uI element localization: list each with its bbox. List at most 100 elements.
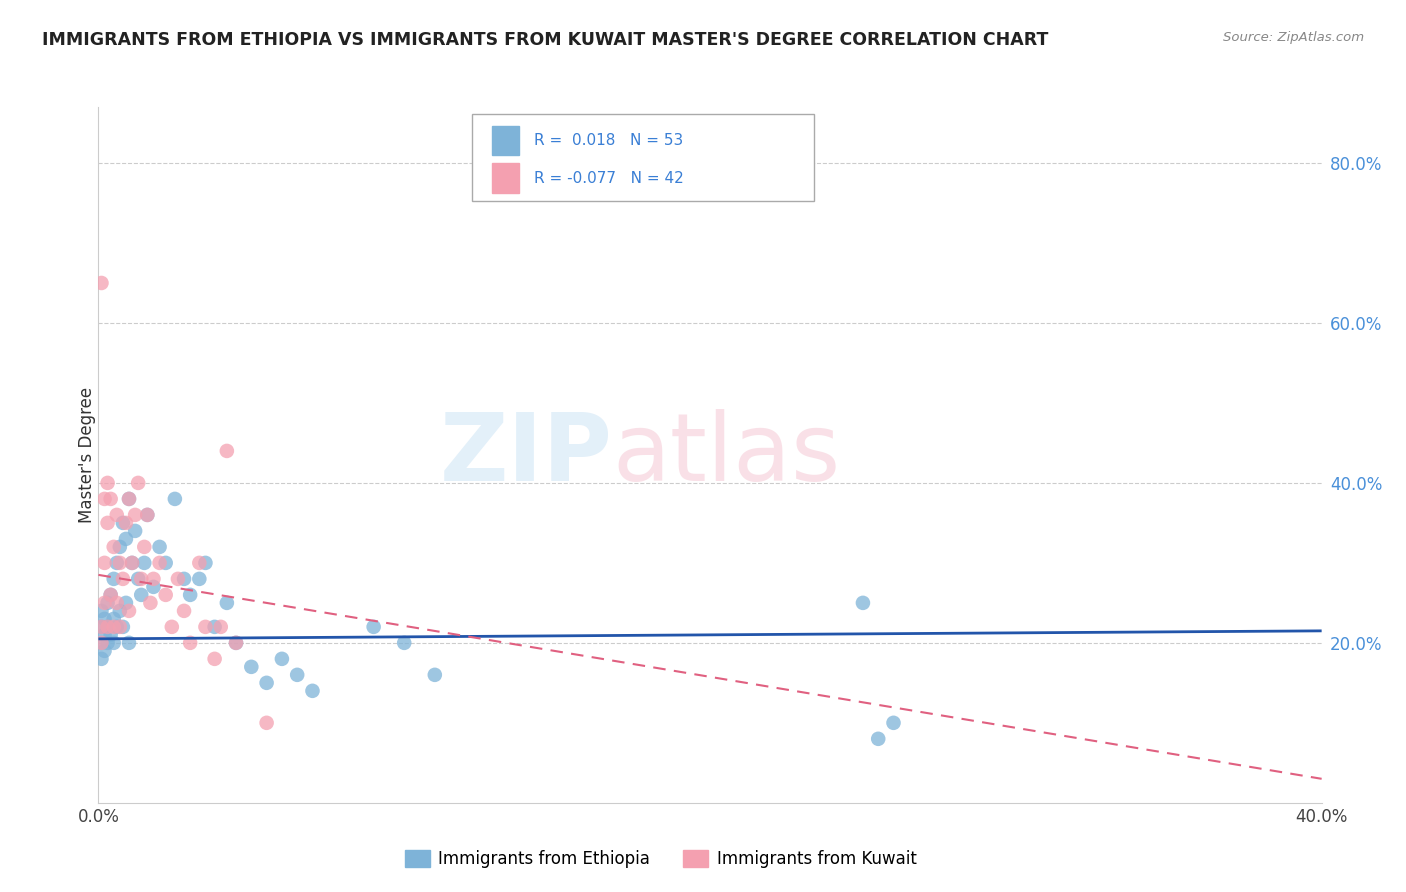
Point — [105, 556, 128, 570]
Point — [105, 620, 128, 634]
Point — [115, 516, 138, 530]
Point — [134, 540, 156, 554]
Point — [188, 572, 211, 586]
Point — [93, 556, 115, 570]
Point — [883, 715, 905, 730]
Point — [215, 596, 238, 610]
Point — [204, 652, 226, 666]
Legend: Immigrants from Ethiopia, Immigrants from Kuwait: Immigrants from Ethiopia, Immigrants fro… — [398, 843, 924, 875]
Point — [204, 620, 226, 634]
Point — [363, 620, 385, 634]
Point — [93, 644, 115, 658]
Point — [111, 620, 134, 634]
Point — [90, 620, 112, 634]
Text: atlas: atlas — [612, 409, 841, 501]
Point — [129, 572, 152, 586]
Point — [90, 604, 112, 618]
Point — [225, 636, 247, 650]
Point — [93, 491, 115, 506]
Point — [225, 636, 247, 650]
Point — [90, 652, 112, 666]
Point — [124, 524, 146, 538]
Point — [149, 556, 172, 570]
Point — [103, 540, 125, 554]
Bar — [492, 126, 519, 155]
FancyBboxPatch shape — [471, 114, 814, 201]
Point — [97, 516, 120, 530]
Point — [103, 636, 125, 650]
Text: IMMIGRANTS FROM ETHIOPIA VS IMMIGRANTS FROM KUWAIT MASTER'S DEGREE CORRELATION C: IMMIGRANTS FROM ETHIOPIA VS IMMIGRANTS F… — [42, 31, 1049, 49]
Point — [127, 572, 149, 586]
Point — [160, 620, 183, 634]
Point — [90, 636, 112, 650]
Point — [100, 628, 122, 642]
Point — [209, 620, 232, 634]
Point — [256, 676, 278, 690]
Point — [93, 612, 115, 626]
Point — [134, 556, 156, 570]
Point — [103, 612, 125, 626]
Point — [118, 491, 141, 506]
Point — [142, 572, 165, 586]
Point — [100, 491, 122, 506]
Point — [93, 596, 115, 610]
Point — [118, 604, 141, 618]
Point — [270, 652, 292, 666]
Point — [215, 444, 238, 458]
Point — [105, 508, 128, 522]
Point — [97, 596, 120, 610]
Text: ZIP: ZIP — [439, 409, 612, 501]
Point — [121, 556, 143, 570]
Point — [163, 491, 186, 506]
Point — [108, 556, 131, 570]
Point — [194, 556, 217, 570]
Point — [868, 731, 890, 746]
Point — [256, 715, 278, 730]
Point — [97, 620, 120, 634]
Point — [149, 540, 172, 554]
Point — [97, 620, 120, 634]
Point — [301, 683, 323, 698]
Point — [105, 596, 128, 610]
Point — [136, 508, 159, 522]
Point — [285, 668, 308, 682]
Point — [108, 540, 131, 554]
Point — [194, 620, 217, 634]
Point — [90, 620, 112, 634]
Point — [100, 588, 122, 602]
Point — [852, 596, 875, 610]
Point — [392, 636, 416, 650]
Point — [111, 572, 134, 586]
Point — [142, 580, 165, 594]
Point — [124, 508, 146, 522]
Point — [97, 636, 120, 650]
Point — [179, 636, 201, 650]
Point — [129, 588, 152, 602]
Point — [118, 491, 141, 506]
Point — [136, 508, 159, 522]
Point — [118, 636, 141, 650]
Point — [115, 532, 138, 546]
Text: R = -0.077   N = 42: R = -0.077 N = 42 — [534, 170, 683, 186]
Point — [188, 556, 211, 570]
Point — [173, 604, 195, 618]
Point — [240, 660, 263, 674]
Point — [108, 604, 131, 618]
Point — [127, 475, 149, 490]
Point — [103, 572, 125, 586]
Point — [173, 572, 195, 586]
Point — [108, 620, 131, 634]
Point — [90, 636, 112, 650]
Point — [90, 276, 112, 290]
Point — [97, 475, 120, 490]
Text: R =  0.018   N = 53: R = 0.018 N = 53 — [534, 133, 683, 148]
Point — [167, 572, 190, 586]
Point — [155, 556, 177, 570]
Point — [155, 588, 177, 602]
Bar — [492, 163, 519, 193]
Y-axis label: Master's Degree: Master's Degree — [79, 387, 96, 523]
Text: Source: ZipAtlas.com: Source: ZipAtlas.com — [1223, 31, 1364, 45]
Point — [121, 556, 143, 570]
Point — [179, 588, 201, 602]
Point — [111, 516, 134, 530]
